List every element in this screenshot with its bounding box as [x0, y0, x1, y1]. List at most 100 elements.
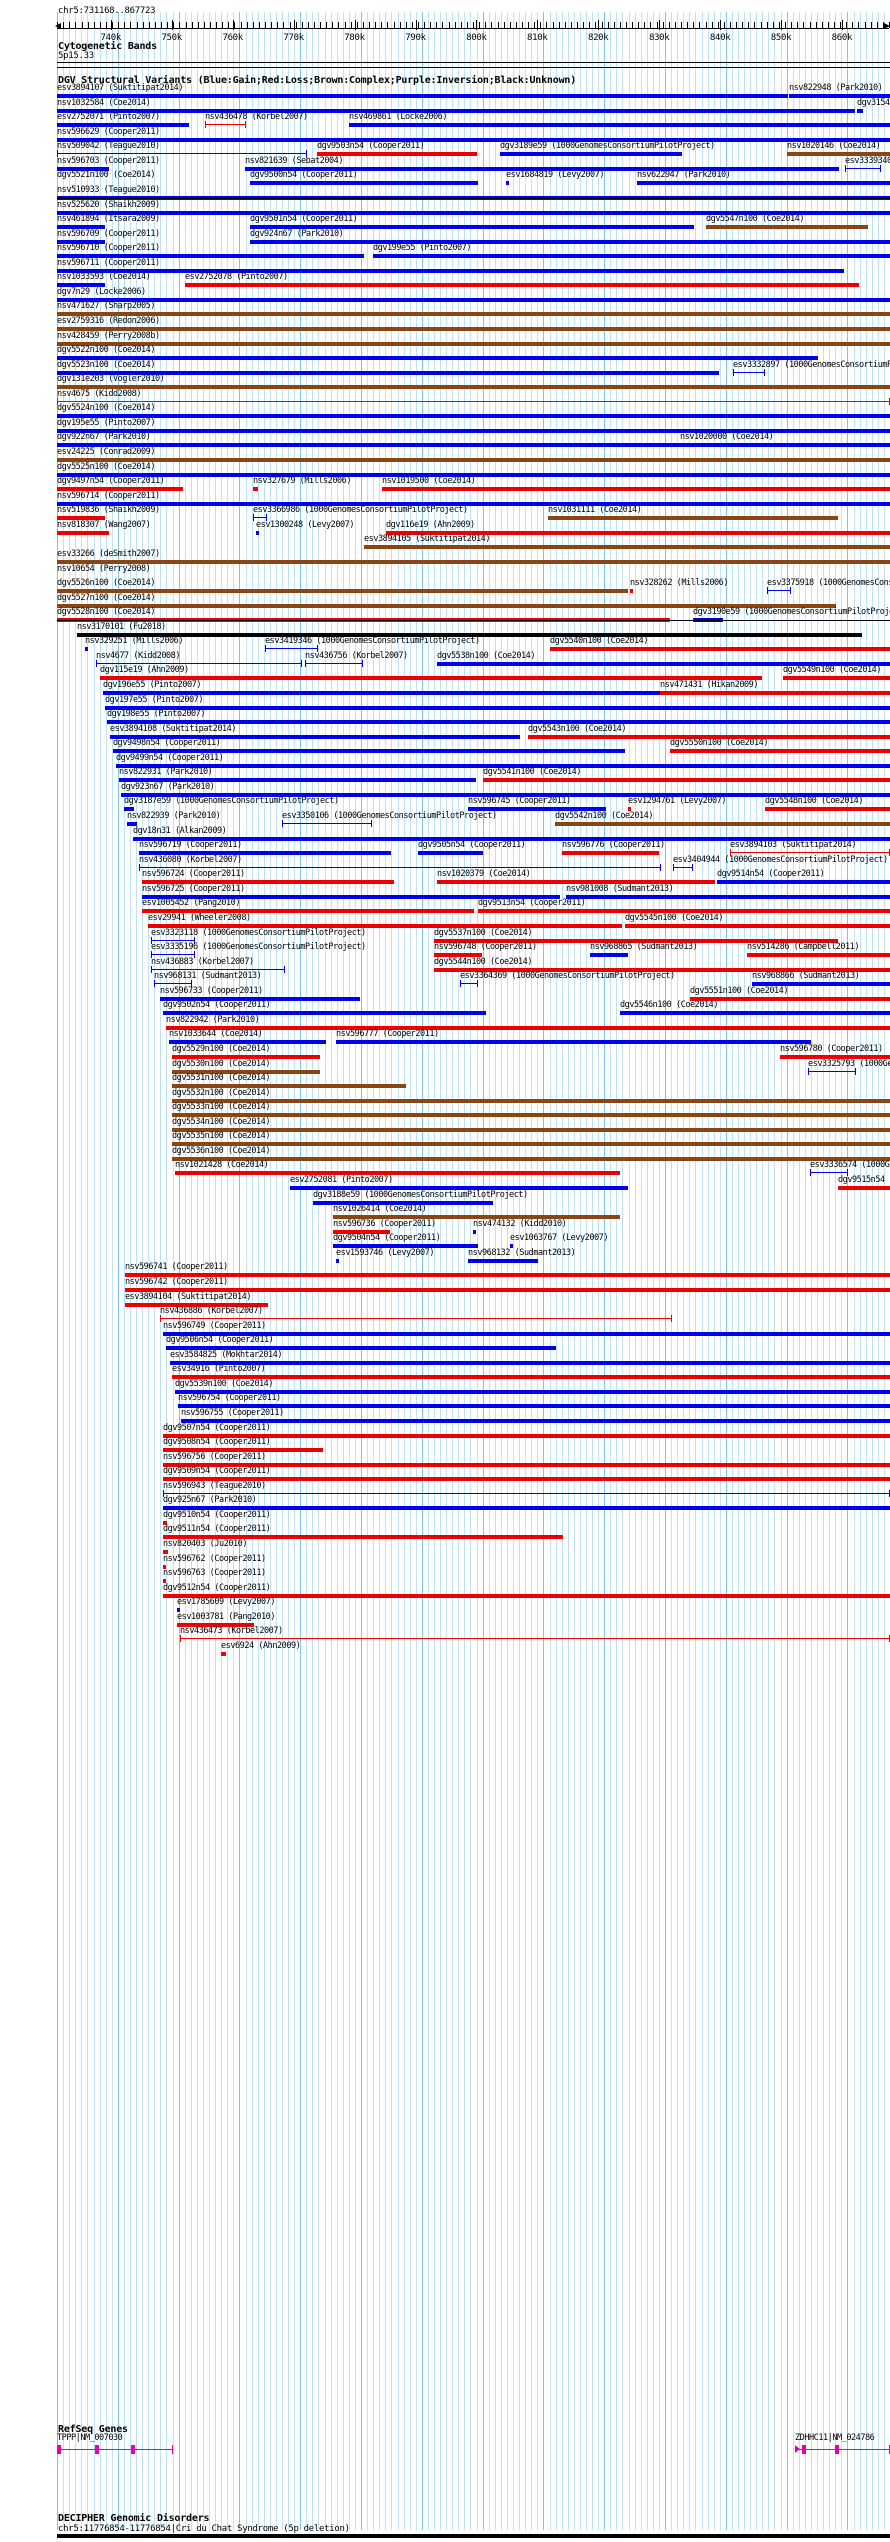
variant-bar[interactable]	[163, 1593, 890, 1598]
variant-bar[interactable]	[57, 297, 890, 302]
variant-bar[interactable]	[336, 1258, 339, 1263]
variant-label[interactable]: esv3336574 (1000GenomesConsortiumPilotPr…	[810, 1160, 890, 1171]
variant-label[interactable]: dgv5543n100 (Coe2014)	[528, 723, 627, 734]
variant-label[interactable]: esv1593746 (Levy2007)	[336, 1247, 435, 1258]
variant-bar[interactable]	[57, 94, 788, 98]
variant-bar[interactable]	[116, 763, 890, 768]
variant-label[interactable]: nsv1019500 (Coe2014)	[382, 476, 476, 487]
variant-bar[interactable]	[528, 734, 890, 739]
variant-bar[interactable]	[630, 589, 633, 593]
variant-label[interactable]: dgv925n67 (Park2010)	[163, 1495, 257, 1506]
variant-label[interactable]: dgv5524n100 (Coe2014)	[57, 403, 156, 414]
variant-bar[interactable]	[566, 894, 890, 899]
variant-bar[interactable]	[468, 807, 606, 812]
variant-bar[interactable]	[172, 1098, 890, 1103]
variant-label[interactable]: nsv596762 (Cooper2011)	[163, 1553, 266, 1564]
variant-line[interactable]	[845, 164, 881, 172]
variant-line[interactable]	[810, 1169, 848, 1177]
variant-label[interactable]: dgv5534n100 (Coe2014)	[172, 1116, 271, 1127]
variant-label[interactable]: esv2752078 (Pinto2007)	[185, 272, 288, 283]
variant-label[interactable]: nsv3170101 (Fu2018)	[77, 621, 166, 632]
variant-label[interactable]: esv2759316 (Redon2006)	[57, 316, 160, 326]
gene-model[interactable]: ZDHHC11|NM_024786	[795, 2433, 890, 2457]
variant-label[interactable]: nsv968132 (Sudmant2013)	[468, 1247, 576, 1258]
variant-bar[interactable]	[333, 1244, 478, 1249]
variant-bar[interactable]	[163, 1535, 563, 1540]
variant-label[interactable]: esv29941 (Wheeler2008)	[148, 912, 251, 923]
variant-bar[interactable]	[418, 851, 483, 856]
variant-bar[interactable]	[57, 370, 719, 375]
variant-label[interactable]: dgv9507n54 (Cooper2011)	[163, 1422, 271, 1433]
variant-bar[interactable]	[148, 923, 622, 928]
variant-label[interactable]: dgv5547n100 (Coe2014)	[706, 214, 805, 224]
variant-label[interactable]: nsv436883 (Korbel2007)	[151, 956, 254, 967]
variant-label[interactable]: esv1005452 (Pang2010)	[142, 898, 241, 909]
variant-label[interactable]: dgv5540n100 (Coe2014)	[550, 636, 649, 647]
variant-label[interactable]: dgv9513n54 (Cooper2011)	[478, 898, 586, 909]
variant-label[interactable]: dgv3187e59 (1000GenomesConsortiumPilotPr…	[124, 796, 339, 807]
variant-bar[interactable]	[57, 225, 105, 229]
variant-bar[interactable]	[160, 996, 360, 1001]
variant-bar[interactable]	[250, 239, 890, 244]
variant-label[interactable]: esv3419346 (1000GenomesConsortiumPilotPr…	[265, 636, 480, 647]
variant-bar[interactable]	[364, 545, 890, 550]
variant-label[interactable]: dgv923n67 (Park2010)	[121, 781, 215, 792]
variant-label[interactable]: nsv525620 (Shaikh2009)	[57, 199, 160, 210]
variant-label[interactable]: nsv436080 (Korbel2007)	[139, 854, 242, 865]
variant-bar[interactable]	[57, 166, 109, 171]
variant-label[interactable]: dgv5541n100 (Coe2014)	[483, 767, 582, 778]
variant-label[interactable]: nsv822931 (Park2010)	[119, 767, 213, 778]
variant-bar[interactable]	[57, 414, 890, 419]
variant-label[interactable]: nsv822948 (Park2010)	[789, 83, 883, 93]
variant-label[interactable]: esv1294761 (Levy2007)	[628, 796, 727, 807]
variant-label[interactable]: nsv596755 (Cooper2011)	[181, 1408, 284, 1418]
variant-label[interactable]: nsv822942 (Park2010)	[166, 1014, 260, 1025]
variant-label[interactable]: esv3404944 (1000GenomesConsortiumPilotPr…	[673, 854, 888, 865]
variant-label[interactable]: nsv4677 (Kidd2008)	[96, 650, 181, 661]
variant-bar[interactable]	[510, 1244, 513, 1249]
variant-label[interactable]: dgv3188e59 (1000GenomesConsortiumPilotPr…	[313, 1189, 528, 1200]
variant-bar[interactable]	[57, 137, 890, 142]
variant-label[interactable]: dgv5523n100 (Coe2014)	[57, 359, 156, 370]
variant-bar[interactable]	[163, 1433, 890, 1438]
variant-label[interactable]: nsv514286 (Campbell2011)	[747, 942, 860, 952]
variant-label[interactable]: dgv5528n100 (Coe2014)	[57, 607, 156, 618]
variant-line[interactable]	[673, 863, 693, 871]
variant-label[interactable]: dgv9510n54 (Cooper2011)	[163, 1509, 271, 1520]
variant-label[interactable]: esv3894103 (Suktitipat2014)	[730, 840, 857, 851]
variant-bar[interactable]	[783, 676, 890, 681]
variant-label[interactable]: dgv5548n100 (Coe2014)	[765, 796, 864, 807]
variant-label[interactable]: dgv5521n100 (Coe2014)	[57, 170, 156, 181]
variant-line[interactable]	[160, 1315, 672, 1322]
variant-bar[interactable]	[57, 283, 105, 288]
variant-bar[interactable]	[437, 880, 715, 885]
variant-label[interactable]: esv3894104 (Suktitipat2014)	[125, 1291, 252, 1302]
variant-bar[interactable]	[780, 1055, 890, 1059]
variant-bar[interactable]	[163, 1477, 890, 1482]
variant-label[interactable]: esv1300248 (Levy2007)	[256, 519, 355, 530]
variant-label[interactable]: dgv9499n54 (Cooper2011)	[116, 752, 224, 763]
variant-bar[interactable]	[57, 443, 727, 448]
variant-label[interactable]: nsv968866 (Sudmant2013)	[752, 971, 860, 982]
variant-bar[interactable]	[550, 647, 890, 652]
variant-bar[interactable]	[57, 123, 189, 128]
variant-bar[interactable]	[789, 94, 890, 98]
variant-label[interactable]: nsv1032584 (Coe2014)	[57, 97, 151, 108]
variant-bar[interactable]	[57, 487, 183, 492]
variant-label[interactable]: nsv519836 (Shaikh2009)	[57, 505, 160, 516]
variant-bar[interactable]	[317, 152, 477, 157]
variant-label[interactable]: esv2752071 (Pinto2007)	[57, 112, 160, 123]
variant-bar[interactable]	[185, 283, 859, 288]
variant-bar[interactable]	[175, 1171, 620, 1176]
variant-bar[interactable]	[787, 152, 890, 157]
variant-label[interactable]: nsv596745 (Cooper2011)	[468, 796, 571, 807]
variant-label[interactable]: dgv5525n100 (Coe2014)	[57, 461, 156, 472]
variant-label[interactable]: esv3894108 (Suktitipat2014)	[110, 723, 237, 734]
variant-label[interactable]: dgv5535n100 (Coe2014)	[172, 1131, 271, 1142]
variant-line[interactable]	[767, 587, 791, 594]
variant-bar[interactable]	[838, 1186, 890, 1190]
variant-label[interactable]: nsv329251 (Mills2006)	[85, 636, 184, 647]
variant-label[interactable]: nsv596756 (Cooper2011)	[163, 1451, 266, 1462]
variant-label[interactable]: nsv596748 (Cooper2011)	[434, 942, 537, 952]
variant-bar[interactable]	[169, 1040, 326, 1045]
